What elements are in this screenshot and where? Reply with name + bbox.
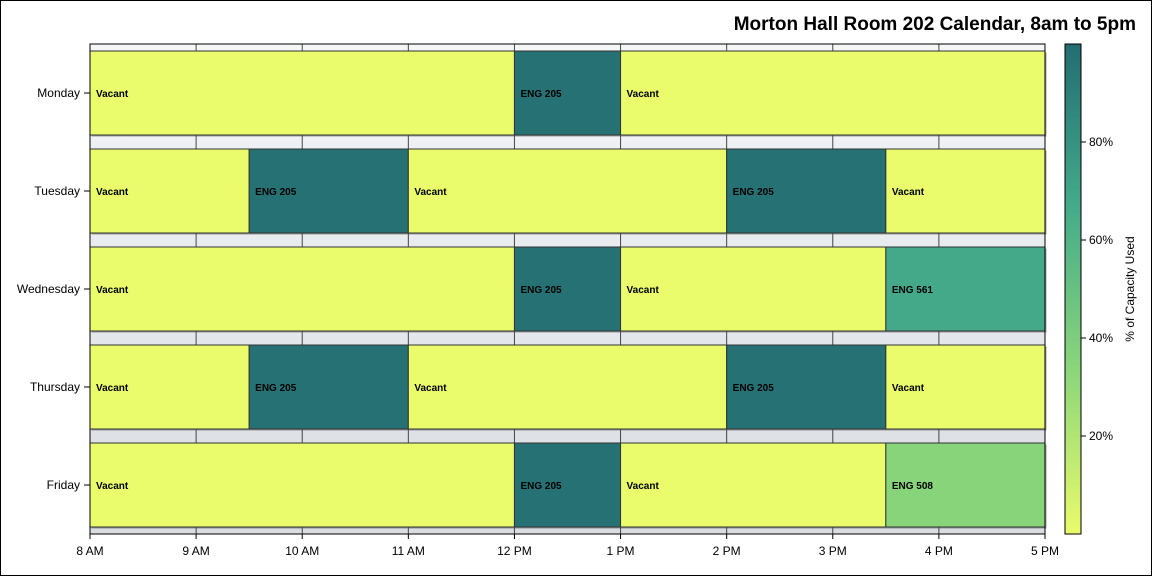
bar-label: Vacant (892, 383, 925, 394)
bar (885, 442, 1046, 528)
y-tick-label: Wednesday (17, 282, 80, 296)
bar-label: Vacant (892, 187, 925, 198)
bar (89, 50, 515, 136)
bar (89, 344, 250, 430)
bar-label: Vacant (96, 383, 129, 394)
bar (248, 148, 409, 234)
y-tick-label: Tuesday (34, 184, 80, 198)
x-tick-label: 9 AM (182, 544, 209, 558)
x-tick-label: 10 AM (285, 544, 319, 558)
bar-label: Vacant (627, 89, 660, 100)
bar (407, 148, 728, 234)
bar-label: Vacant (414, 383, 447, 394)
colorbar-title: % of Capacity Used (1123, 236, 1137, 341)
bar (407, 344, 728, 430)
bar (513, 246, 622, 332)
x-tick-label: 2 PM (713, 544, 741, 558)
bar (885, 148, 1046, 234)
bar (89, 246, 515, 332)
bar-label: ENG 205 (255, 383, 297, 394)
y-tick-label: Thursday (30, 380, 80, 394)
bar-label: Vacant (96, 481, 129, 492)
x-tick-label: 1 PM (607, 544, 635, 558)
x-tick-label: 3 PM (819, 544, 847, 558)
bar (620, 246, 887, 332)
colorbar-tick-label: 20% (1089, 429, 1113, 443)
bar-label: Vacant (414, 187, 447, 198)
x-tick-label: 8 AM (76, 544, 103, 558)
bar-label: ENG 508 (892, 481, 934, 492)
plot-border (89, 43, 1046, 535)
bar (885, 344, 1046, 430)
bar (885, 246, 1046, 332)
bar (248, 344, 409, 430)
x-tick-label: 12 PM (497, 544, 532, 558)
bar (513, 50, 622, 136)
y-tick-label: Monday (37, 86, 80, 100)
x-tick-label: 5 PM (1031, 544, 1059, 558)
bar-label: ENG 561 (892, 285, 934, 296)
bar-label: ENG 205 (255, 187, 297, 198)
bar (620, 442, 887, 528)
x-tick-label: 11 AM (392, 544, 425, 558)
bar-label: Vacant (627, 285, 660, 296)
bar-label: Vacant (96, 285, 129, 296)
bar-label: ENG 205 (733, 187, 775, 198)
bar-label: Vacant (96, 89, 129, 100)
bar (726, 344, 887, 430)
bar (620, 50, 1046, 136)
colorbar-tick-label: 80% (1089, 135, 1113, 149)
bar (726, 148, 887, 234)
bar (89, 442, 515, 528)
y-tick-label: Friday (47, 478, 80, 492)
bar-label: ENG 205 (520, 285, 562, 296)
colorbar (1064, 43, 1082, 535)
bar-label: Vacant (627, 481, 660, 492)
x-tick-label: 4 PM (925, 544, 953, 558)
colorbar-tick-label: 40% (1089, 331, 1113, 345)
bar-label: Vacant (96, 187, 129, 198)
bar-label: ENG 205 (520, 481, 562, 492)
bar-label: ENG 205 (520, 89, 562, 100)
bar-label: ENG 205 (733, 383, 775, 394)
chart-title: Morton Hall Room 202 Calendar, 8am to 5p… (733, 14, 1136, 35)
colorbar-tick-label: 60% (1089, 233, 1113, 247)
